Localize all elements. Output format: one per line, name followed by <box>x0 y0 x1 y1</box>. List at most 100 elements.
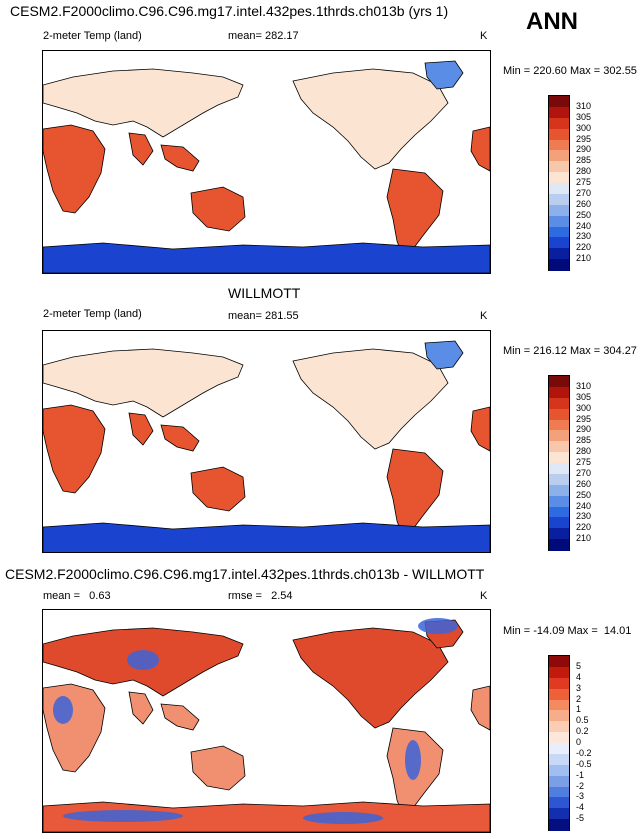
colorbar-tick-label: 5 <box>576 660 582 671</box>
colorbar-tick-label: 295 <box>576 133 592 144</box>
colorbar-cell <box>549 215 569 227</box>
europe-asia-landmass <box>43 68 244 138</box>
colorbar-tick-label: 290 <box>576 144 592 155</box>
panel2-minmax-label: Min = 216.12 Max = 304.27 <box>503 345 637 357</box>
cold-anomaly-patch <box>53 696 73 724</box>
colorbar-cell <box>549 419 569 431</box>
colorbar-tick-label: 310 <box>576 100 592 111</box>
colorbar-tick-label: 1 <box>576 704 582 715</box>
south-america-landmass <box>386 168 444 258</box>
colorbar-tick-label: 275 <box>576 177 592 187</box>
colorbar-tick-label: 300 <box>576 122 592 133</box>
colorbar-cell <box>549 539 569 551</box>
colorbar-cell <box>549 226 569 238</box>
panel3-rmse-label: rmse = 2.54 <box>228 590 293 602</box>
panel3-minmax-label: Min = -14.09 Max = 14.01 <box>503 625 632 637</box>
colorbar-cell <box>549 808 569 820</box>
india-sea-landmass <box>128 412 154 446</box>
colorbar-cell <box>549 430 569 442</box>
panel2-variable-label: 2-meter Temp (land) <box>43 308 142 320</box>
colorbar-tick-label: 240 <box>576 220 592 231</box>
antarctica-landmass <box>43 801 490 832</box>
colorbar-tick-label: 220 <box>576 522 592 533</box>
main-title: CESM2.F2000climo.C96.C96.mg17.intel.432p… <box>10 3 449 19</box>
greenland-landmass <box>424 60 464 90</box>
colorbar-tick-label: 0 <box>576 737 582 747</box>
africa-landmass <box>43 124 106 214</box>
colorbar-cell <box>549 397 569 410</box>
colorbar-cell <box>549 139 569 151</box>
colorbar-tick-label: -1 <box>576 769 585 780</box>
europe-asia-landmass <box>43 348 244 418</box>
colorbar-cell <box>549 797 569 809</box>
panel3-map <box>42 609 491 833</box>
colorbar-tick-label: 275 <box>576 457 592 467</box>
india-sea-landmass <box>128 691 154 725</box>
colorbar-cell <box>549 699 569 711</box>
panel3-mean-label: mean = 0.63 <box>43 590 111 602</box>
colorbar-tick-label: 305 <box>576 111 592 122</box>
colorbar-tick-label: 210 <box>576 533 592 544</box>
colorbar-cell <box>549 710 569 722</box>
colorbar-tick-label: 270 <box>576 187 592 198</box>
colorbar-cell <box>549 656 569 668</box>
colorbar-tick-label: -5 <box>576 813 585 824</box>
colorbar-tick-label: -0.2 <box>576 747 592 758</box>
colorbar-cell <box>549 666 569 679</box>
colorbar-cell <box>549 819 569 831</box>
colorbar-cell <box>549 183 569 195</box>
colorbar-tick-label: 280 <box>576 446 592 457</box>
colorbar-tick-label: 250 <box>576 209 592 220</box>
africa-landmass <box>43 683 106 773</box>
colorbar-cell <box>549 732 569 744</box>
se-asia-landmass <box>160 703 200 731</box>
australia-landmass <box>190 466 246 512</box>
north-america-landmass <box>292 627 449 729</box>
panel3-units-label: K <box>480 590 488 602</box>
greenland-landmass <box>424 340 464 370</box>
colorbar-tick-label: 310 <box>576 380 592 391</box>
colorbar-cell <box>549 484 569 497</box>
north-america-landmass <box>292 348 449 450</box>
panel2-map <box>42 330 491 553</box>
colorbar-cell <box>549 775 569 787</box>
colorbar-cell <box>549 743 569 755</box>
antarctica-landmass <box>43 242 490 273</box>
panel3-colorbar: 5 4 3 2 1 0.5 0.2 0 -0.2 -0.5 -1 -2 -3 -4 -5 <box>548 655 592 831</box>
colorbar-cell <box>549 463 569 475</box>
colorbar-tick-label: 270 <box>576 467 592 478</box>
colorbar-cell <box>549 764 569 777</box>
colorbar-cell <box>549 259 569 271</box>
cold-anomaly-patch <box>418 618 458 634</box>
africa-east-landmass <box>470 685 490 731</box>
colorbar-cell <box>549 161 569 173</box>
colorbar-cell <box>549 506 569 518</box>
colorbar-cell <box>549 786 569 798</box>
colorbar-tick-label: 280 <box>576 166 592 177</box>
colorbar-tick-label: 4 <box>576 671 582 682</box>
south-america-landmass <box>386 448 444 538</box>
colorbar-tick-label: 0.5 <box>576 715 589 726</box>
colorbar-tick-label: 260 <box>576 198 592 209</box>
australia-landmass <box>190 186 246 232</box>
cold-anomaly-patch <box>405 740 421 780</box>
cold-anomaly-patch <box>63 810 183 822</box>
africa-east-landmass <box>470 406 490 452</box>
colorbar-tick-label: 210 <box>576 253 592 264</box>
colorbar-cell <box>549 677 569 690</box>
colorbar-tick-label: 250 <box>576 489 592 500</box>
colorbar-tick-label: -0.5 <box>576 758 592 769</box>
colorbar-cell <box>549 386 569 399</box>
panel1-colorbar: 310 305 300 295 290 285 280 275 270 260 250 240 230 2… <box>548 95 591 271</box>
colorbar-tick-label: 3 <box>576 682 582 693</box>
colorbar-tick-label: -2 <box>576 780 585 791</box>
colorbar-tick-label: 0.2 <box>576 726 589 737</box>
africa-east-landmass <box>470 126 490 172</box>
colorbar-cell <box>549 408 569 420</box>
panel1-variable-label: 2-meter Temp (land) <box>43 30 142 42</box>
colorbar-cell <box>549 193 569 206</box>
colorbar-cell <box>549 128 569 140</box>
colorbar-cell <box>549 688 569 700</box>
colorbar-tick-label: 260 <box>576 478 592 489</box>
cold-anomaly-patch <box>303 812 383 824</box>
